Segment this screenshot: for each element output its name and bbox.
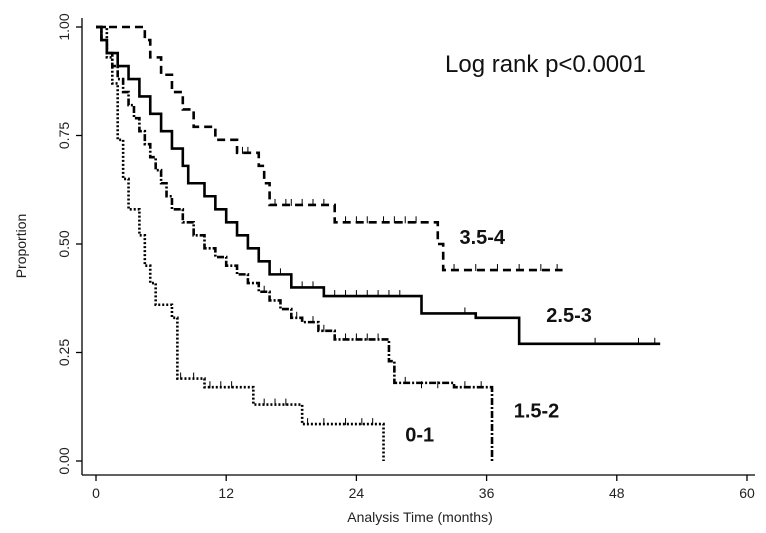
series-1.5-2-line <box>96 25 494 461</box>
series-label-1.5-2: 1.5-2 <box>514 401 560 423</box>
series-group <box>96 25 661 461</box>
y-tick-label-4: 1.00 <box>56 13 72 40</box>
y-tick-label-0: 0.00 <box>56 447 72 474</box>
x-tick-label-5: 60 <box>739 485 755 501</box>
series-label-3.5-4: 3.5-4 <box>459 227 505 249</box>
x-axis-title: Analysis Time (months) <box>347 509 492 525</box>
series-label-0-1: 0-1 <box>405 424 434 446</box>
log-rank-annotation: Log rank p<0.0001 <box>445 51 646 78</box>
series-3.5-4-line <box>96 25 563 272</box>
axes <box>81 18 755 476</box>
x-tick-label-1: 12 <box>218 485 234 501</box>
y-axis-title: Proportion <box>13 214 29 279</box>
series-labels: 3.5-4 2.5-3 1.5-2 0-1 <box>405 227 592 446</box>
x-tick-label-3: 36 <box>479 485 495 501</box>
y-tick-label-2: 0.50 <box>56 230 72 257</box>
y-ticks: 0.00 0.25 0.50 0.75 1.00 <box>56 13 82 475</box>
y-tick-label-3: 0.75 <box>56 122 72 149</box>
x-tick-label-0: 0 <box>92 485 100 501</box>
x-tick-label-4: 48 <box>609 485 625 501</box>
y-tick-label-1: 0.25 <box>56 339 72 366</box>
series-2.5-3-line <box>96 25 661 346</box>
series-label-2.5-3: 2.5-3 <box>546 305 592 327</box>
x-ticks: 0 12 24 36 48 60 <box>92 475 755 501</box>
x-tick-label-2: 24 <box>349 485 365 501</box>
series-0-1-line <box>96 25 385 461</box>
